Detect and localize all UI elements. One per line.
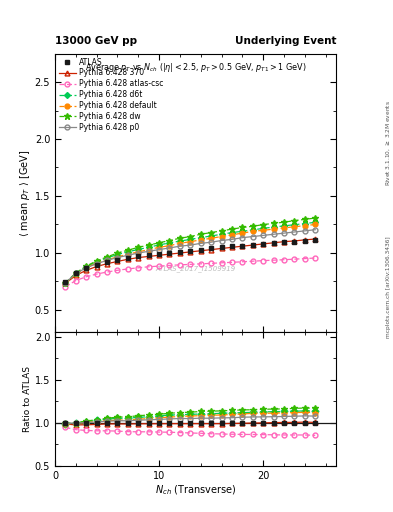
Text: 13000 GeV pp: 13000 GeV pp: [55, 36, 137, 46]
Text: Underlying Event: Underlying Event: [235, 36, 336, 46]
Legend: ATLAS, Pythia 6.428 370, Pythia 6.428 atlas-csc, Pythia 6.428 d6t, Pythia 6.428 : ATLAS, Pythia 6.428 370, Pythia 6.428 at…: [57, 56, 165, 134]
Text: Average $p_T$ vs $N_{ch}$ ($|\eta| < 2.5$, $p_T > 0.5$ GeV, $p_{T1} > 1$ GeV): Average $p_T$ vs $N_{ch}$ ($|\eta| < 2.5…: [85, 61, 306, 74]
Y-axis label: $\langle$ mean $p_T$ $\rangle$ [GeV]: $\langle$ mean $p_T$ $\rangle$ [GeV]: [18, 150, 32, 237]
Text: Rivet 3.1.10, $\geq$ 3.2M events: Rivet 3.1.10, $\geq$ 3.2M events: [384, 100, 392, 186]
Text: ATLAS_2017_I1509919: ATLAS_2017_I1509919: [155, 265, 236, 271]
Text: mcplots.cern.ch [arXiv:1306.3436]: mcplots.cern.ch [arXiv:1306.3436]: [386, 236, 391, 337]
Y-axis label: Ratio to ATLAS: Ratio to ATLAS: [23, 366, 32, 432]
X-axis label: $N_{ch}$ (Transverse): $N_{ch}$ (Transverse): [155, 483, 236, 497]
